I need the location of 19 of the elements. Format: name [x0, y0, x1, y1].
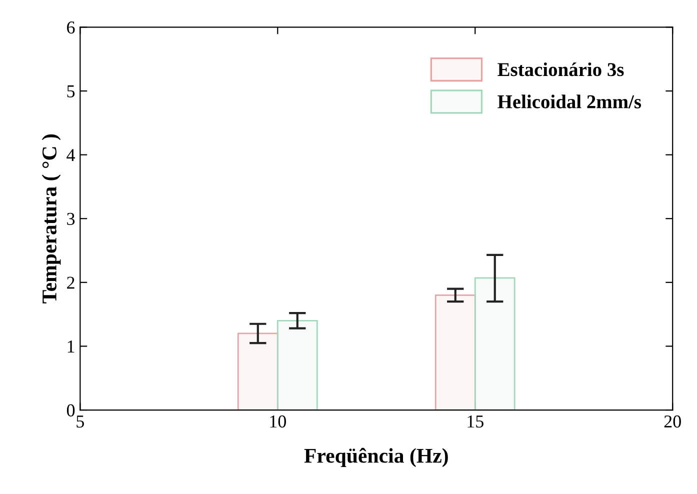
y-tick-label: 1	[68, 340, 74, 352]
legend-label: Helicoidal 2mm/s	[498, 94, 642, 108]
y-tick-label: 0	[66, 404, 75, 416]
bar	[276, 320, 318, 410]
bar	[237, 332, 278, 410]
y-axis-title: Temperatura ( °C )	[42, 134, 61, 304]
y-tick-label: 6	[67, 21, 75, 34]
x-tick-label: 10	[270, 415, 286, 428]
legend-label: Estacionário 3s	[498, 62, 624, 76]
bar	[434, 294, 476, 410]
x-axis-title: Freqüência (Hz)	[304, 448, 448, 468]
y-tick-label: 2	[67, 276, 74, 289]
x-tick-label: 15	[468, 415, 484, 428]
x-tick-label: 5	[76, 416, 84, 428]
y-tick-label: 4	[66, 149, 76, 162]
x-tick-label: 20	[664, 415, 681, 428]
y-tick-label: 5	[67, 85, 75, 98]
bar	[474, 277, 516, 410]
y-tick-label: 3	[67, 212, 75, 226]
